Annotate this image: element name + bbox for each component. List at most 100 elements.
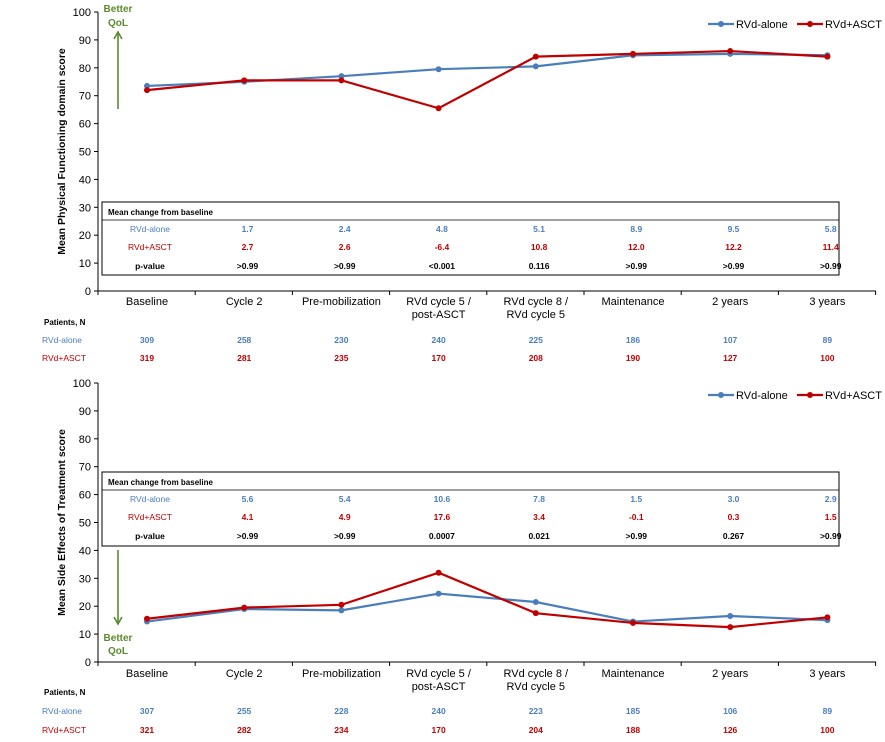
patients-cell: 319 <box>140 353 154 363</box>
patients-cell: 107 <box>723 335 737 345</box>
table-row-label: RVd+ASCT <box>128 512 172 522</box>
patients-cell: 188 <box>626 725 640 735</box>
mean-change-table <box>101 471 840 547</box>
patients-cell: 255 <box>237 706 251 716</box>
patients-cell: 281 <box>237 353 251 363</box>
table-cell: >0.99 <box>237 261 259 271</box>
table-cell: 5.8 <box>825 224 837 234</box>
legend-marker-rvd_asct <box>807 392 813 398</box>
data-point-rvd_asct <box>144 87 150 94</box>
table-cell: 0.3 <box>728 512 740 522</box>
patients-cell: 225 <box>529 335 543 345</box>
table-cell: 1.5 <box>630 494 642 504</box>
data-point-rvd_asct <box>435 569 442 576</box>
table-cell: 8.9 <box>630 224 642 234</box>
table-cell: -0.1 <box>629 512 644 522</box>
table-cell: 12.2 <box>725 242 742 252</box>
x-category-label: 2 years <box>712 668 749 680</box>
table-title: Mean change from baseline <box>108 478 213 487</box>
data-point-rvd_alone <box>144 82 150 89</box>
data-point-rvd_asct <box>144 615 150 622</box>
better-qol-label: QoL <box>108 18 128 29</box>
table-cell: 0.021 <box>528 531 550 541</box>
better-qol-label: Better <box>104 4 133 15</box>
y-tick-label: 10 <box>79 258 91 270</box>
series-line-rvd_alone <box>146 592 828 623</box>
patients-cell: 228 <box>334 706 348 716</box>
y-tick-label: 30 <box>79 573 91 585</box>
table-cell: 5.4 <box>339 494 351 504</box>
table-cell: 5.1 <box>533 224 545 234</box>
table-cell: >0.99 <box>820 531 842 541</box>
table-cell: 4.1 <box>242 512 254 522</box>
table-cell: 1.7 <box>242 224 254 234</box>
arrow-head-icon <box>113 616 123 626</box>
y-tick-label: 40 <box>79 545 91 557</box>
table-cell: 4.9 <box>339 512 351 522</box>
patients-cell: 282 <box>237 725 251 735</box>
patients-cell: 208 <box>529 353 543 363</box>
y-tick-label: 0 <box>85 286 91 298</box>
x-category-label: RVd cycle 5 <box>507 681 566 693</box>
table-cell: 3.0 <box>728 494 740 504</box>
table-cell: 12.0 <box>628 242 645 252</box>
y-tick-label: 20 <box>79 601 91 613</box>
table-cell: 1.5 <box>825 512 837 522</box>
x-category-label: Maintenance <box>602 668 665 680</box>
x-category-label: Cycle 2 <box>226 668 263 680</box>
legend-marker-rvd_alone <box>718 21 724 27</box>
y-tick-label: 80 <box>79 434 91 446</box>
y-tick-label: 50 <box>79 147 91 159</box>
patients-cell: 185 <box>626 706 640 716</box>
patients-cell: 230 <box>334 335 348 345</box>
patients-cell: 190 <box>626 353 640 363</box>
table-cell: 2.9 <box>825 494 837 504</box>
arrow-head-icon <box>113 30 123 40</box>
table-row-label: p-value <box>135 531 165 541</box>
table-cell: 2.4 <box>339 224 351 234</box>
x-category-label: post-ASCT <box>412 309 466 321</box>
x-category-label: RVd cycle 5 / <box>406 296 472 308</box>
table-cell: >0.99 <box>820 261 842 271</box>
series-line-rvd_asct <box>146 571 828 629</box>
data-point-rvd_alone <box>338 73 345 80</box>
chart-panel-2: 0 10 20 30 40 50 60 70 80 90 100 Mean Side Effects … <box>42 378 882 735</box>
patients-cell: 170 <box>432 725 446 735</box>
table-cell: >0.99 <box>723 261 745 271</box>
y-tick-label: 20 <box>79 230 91 242</box>
table-row-label: p-value <box>135 261 165 271</box>
legend-label-rvd_asct: RVd+ASCT <box>825 390 882 402</box>
table-cell: 17.6 <box>434 512 451 522</box>
x-category-label: 3 years <box>809 668 846 680</box>
patients-cell: 106 <box>723 706 737 716</box>
table-cell: 0.116 <box>529 261 550 271</box>
x-category-label: RVd cycle 5 <box>507 309 566 321</box>
data-point-rvd_asct <box>241 77 248 84</box>
patients-cell: 240 <box>432 706 446 716</box>
table-cell: 9.5 <box>728 224 740 234</box>
patients-cell: 223 <box>529 706 543 716</box>
patients-cell: 100 <box>820 725 834 735</box>
y-tick-label: 30 <box>79 202 91 214</box>
y-tick-label: 50 <box>79 518 91 530</box>
x-category-label: Pre-mobilization <box>302 668 381 680</box>
y-tick-label: 90 <box>79 406 91 418</box>
table-cell: 2.7 <box>242 242 254 252</box>
table-cell: >0.99 <box>334 261 356 271</box>
mean-change-table <box>101 201 840 276</box>
patients-row-label: RVd+ASCT <box>42 353 86 363</box>
patients-row-label: RVd-alone <box>42 335 82 345</box>
x-category-label: RVd cycle 5 / <box>406 668 472 680</box>
x-category-label: RVd cycle 8 / <box>503 668 569 680</box>
y-tick-label: 10 <box>79 629 91 641</box>
y-tick-label: 100 <box>73 378 91 390</box>
patients-row-label: RVd+ASCT <box>42 725 86 735</box>
data-point-rvd_asct <box>241 604 248 611</box>
x-category-label: Maintenance <box>602 296 665 308</box>
y-axis-title: Mean Side Effects of Treatment score <box>56 429 68 616</box>
data-point-rvd_alone <box>532 63 539 70</box>
table-cell: 3.4 <box>533 512 545 522</box>
y-tick-label: 100 <box>73 7 91 19</box>
patients-cell: 89 <box>823 335 833 345</box>
